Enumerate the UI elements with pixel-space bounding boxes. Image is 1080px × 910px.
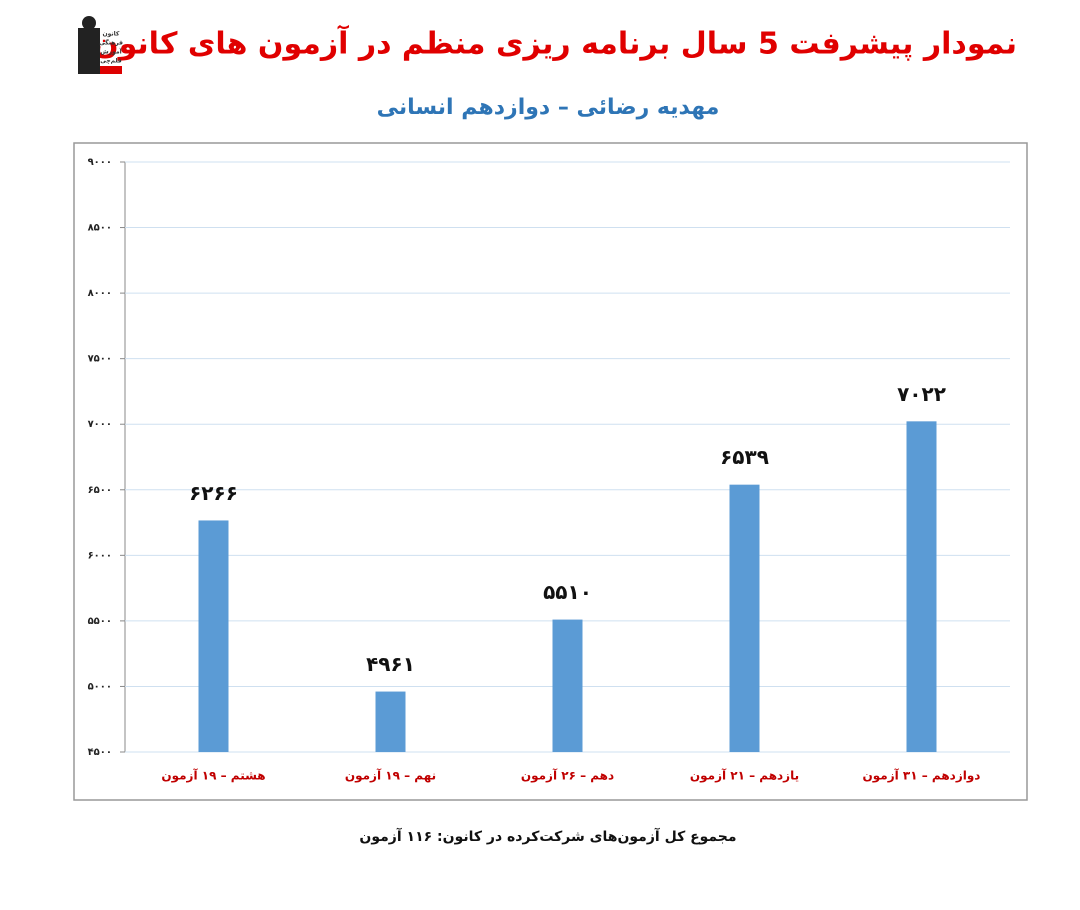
x-tick-label: دهم – ۲۶ آزمون [521,768,614,784]
chart-title: نمودار پیشرفت 5 سال برنامه ریزی منظم در … [93,25,1017,62]
x-tick-label: نهم – ۱۹ آزمون [345,768,436,784]
logo [78,16,122,74]
chart-subtitle: مهدیه رضائی – دوازدهم انسانی [377,95,720,120]
bar [375,691,406,752]
logo-head [82,16,96,30]
y-tick-label: ۸۵۰۰ [88,223,112,234]
value-label: ۴۹۶۱ [366,652,415,676]
bar [552,619,583,752]
value-label: ۶۲۶۶ [189,481,238,505]
bar [198,520,229,752]
chart-frame [73,142,1028,801]
y-tick-label: ۷۰۰۰ [88,419,112,430]
value-label: ۶۵۳۹ [720,445,769,469]
bar [906,421,937,752]
y-tick-label: ۹۰۰۰ [88,157,112,168]
y-tick-label: ۸۰۰۰ [88,288,112,299]
logo-text: کانون [103,31,120,38]
bar [729,484,760,752]
x-tick-label: یازدهم – ۲۱ آزمون [690,768,799,784]
y-tick-label: ۶۵۰۰ [88,485,112,496]
logo-text: آموزش [100,47,122,56]
logo-text: قلم‌چی [100,58,122,65]
y-tick-label: ۴۵۰۰ [88,747,112,758]
y-tick-label: ۵۵۰۰ [88,616,112,627]
value-label: ۵۵۱۰ [543,580,592,604]
value-label: ۷۰۲۲ [897,382,946,406]
logo-text: فرهنگی [99,39,123,47]
y-tick-label: ۷۵۰۰ [88,354,112,365]
x-tick-label: دوازدهم – ۳۱ آزمون [863,768,981,784]
logo-badge [100,66,122,74]
footnote: مجموع کل آزمون‌های شرکت‌کرده در کانون: ۱… [359,827,736,845]
x-tick-label: هشتم – ۱۹ آزمون [161,768,265,784]
y-tick-label: ۵۰۰۰ [88,681,112,692]
logo-figure [78,28,100,74]
y-tick-label: ۶۰۰۰ [88,550,112,561]
